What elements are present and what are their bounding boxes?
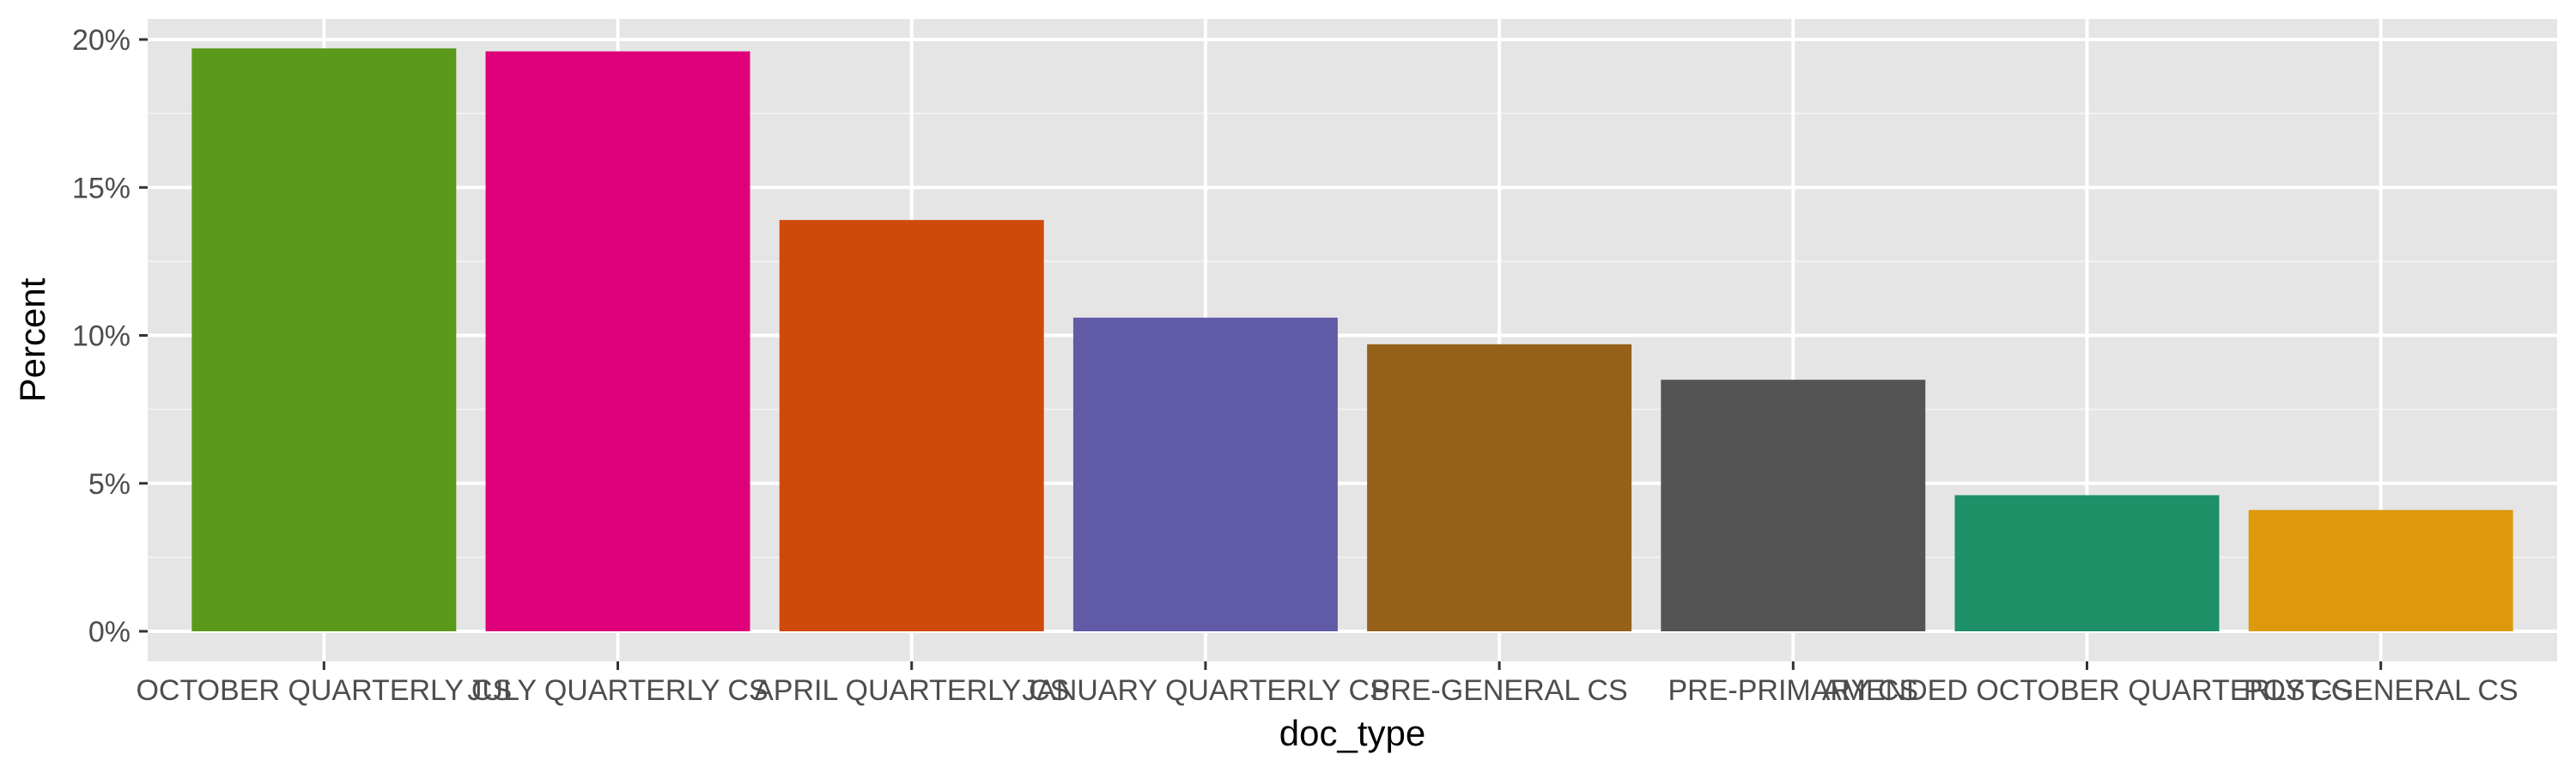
bar xyxy=(1661,380,1926,631)
x-tick-label: AMENDED OCTOBER QUARTERLY CS xyxy=(1822,674,2352,707)
y-tick-label: 10% xyxy=(72,320,131,353)
y-tick-label: 5% xyxy=(88,468,131,501)
y-axis-title: Percent xyxy=(12,277,52,402)
x-tick-label: OCTOBER QUARTERLY CS xyxy=(136,674,512,707)
y-tick-label: 0% xyxy=(88,616,131,648)
y-tick-label: 20% xyxy=(72,24,131,57)
bar xyxy=(485,51,750,631)
bar xyxy=(779,220,1044,631)
y-tick-label: 15% xyxy=(72,172,131,204)
x-tick-label: JANUARY QUARTERLY CS xyxy=(1022,674,1389,707)
x-tick-label: PRE-PRIMARY CS xyxy=(1668,674,1918,707)
y-axis: 0% 5% 10% 15% 20% xyxy=(72,24,148,648)
bar xyxy=(1954,495,2220,631)
x-tick-label: PRE-GENERAL CS xyxy=(1371,674,1628,707)
bars xyxy=(191,48,2513,631)
bar xyxy=(191,48,457,631)
x-axis-title: doc_type xyxy=(1279,713,1425,753)
x-tick-label: JULY QUARTERLY CS xyxy=(467,674,768,707)
x-tick-label: APRIL QUARTERLY CS xyxy=(754,674,1069,707)
bar xyxy=(1072,317,1338,631)
x-tick-label: POST-GENERAL CS xyxy=(2244,674,2518,707)
bar xyxy=(2248,509,2513,631)
bar xyxy=(1367,344,1632,631)
